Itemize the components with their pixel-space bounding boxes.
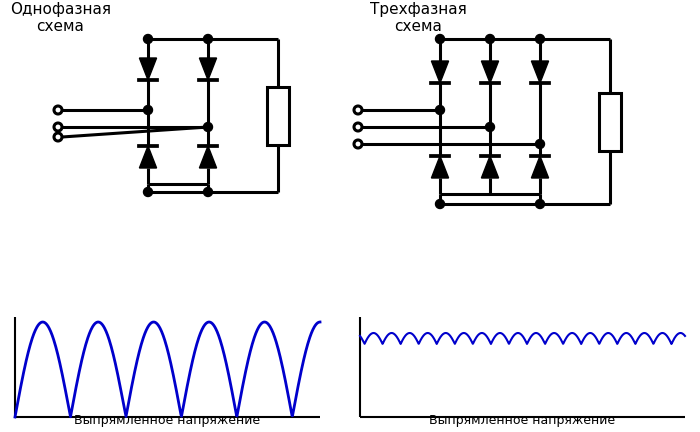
Text: Выпрямленное напряжение: Выпрямленное напряжение (74, 414, 260, 427)
Polygon shape (139, 146, 157, 168)
Text: Однофазная
схема: Однофазная схема (10, 2, 111, 35)
Circle shape (435, 35, 444, 44)
Circle shape (144, 187, 153, 197)
Circle shape (204, 187, 213, 197)
Text: Выпрямленное напряжение: Выпрямленное напряжение (429, 414, 615, 427)
Polygon shape (139, 58, 157, 80)
Circle shape (486, 35, 494, 44)
Polygon shape (482, 61, 498, 83)
Polygon shape (531, 156, 549, 178)
Bar (267, 86, 289, 144)
Polygon shape (531, 61, 549, 83)
Circle shape (144, 35, 153, 44)
Circle shape (536, 35, 545, 44)
Polygon shape (482, 156, 498, 178)
Polygon shape (431, 61, 449, 83)
Circle shape (204, 123, 213, 131)
Polygon shape (199, 58, 216, 80)
Circle shape (536, 140, 545, 149)
Bar (599, 92, 621, 150)
Circle shape (435, 105, 444, 114)
Text: Трехфазная
схема: Трехфазная схема (370, 2, 467, 35)
Polygon shape (431, 156, 449, 178)
Circle shape (536, 200, 545, 209)
Circle shape (144, 105, 153, 114)
Circle shape (204, 35, 213, 44)
Circle shape (486, 123, 494, 131)
Circle shape (435, 200, 444, 209)
Polygon shape (199, 146, 216, 168)
